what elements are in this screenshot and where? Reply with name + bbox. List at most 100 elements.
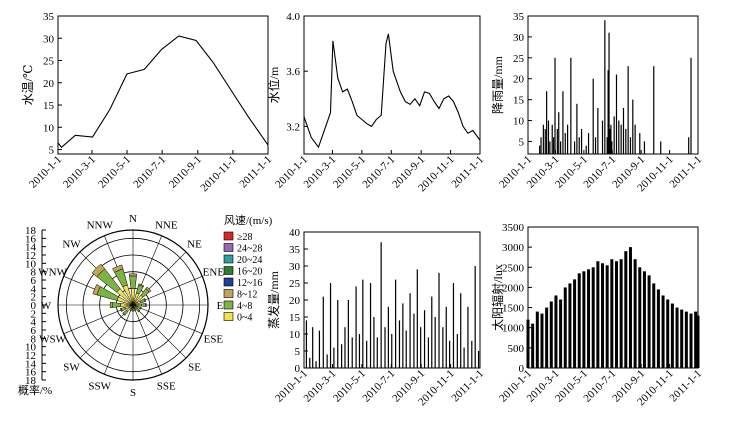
data-bar [445, 306, 447, 368]
data-bar [591, 267, 595, 368]
data-bar [577, 273, 581, 368]
legend-swatch [223, 254, 234, 264]
data-bar [628, 247, 632, 368]
radial-tick-label: 16 [25, 233, 37, 245]
rose-bar-4-8 [131, 308, 135, 312]
data-bar [647, 275, 651, 368]
data-bar [615, 74, 618, 154]
radial-unit-label: 概率/% [18, 383, 52, 397]
direction-spoke [132, 304, 203, 334]
data-bar [384, 327, 386, 368]
data-bar [305, 320, 308, 368]
direction-label: N [129, 213, 137, 225]
data-bar [471, 340, 473, 368]
data-bar [560, 141, 562, 154]
data-bar [620, 124, 622, 154]
plot-frame [527, 15, 699, 155]
data-bar [344, 327, 346, 368]
data-bar [580, 128, 583, 154]
y-tick-label: 1000 [502, 323, 525, 335]
data-bar [578, 137, 580, 154]
data-bar [670, 303, 674, 368]
data-bar [576, 103, 578, 154]
radial-tick-label: 2 [31, 292, 37, 304]
data-bar [601, 120, 604, 154]
y-tick-label: 3.6 [286, 66, 300, 78]
y-tick-label: 25 [289, 278, 301, 290]
y-axis-label: 水温/℃ [21, 65, 35, 106]
y-tick-label: 3.2 [286, 121, 300, 133]
rose-bar-8-12 [143, 298, 147, 302]
data-bar [638, 267, 642, 368]
data-bar [539, 145, 541, 154]
data-bar [542, 124, 544, 154]
data-bar [563, 287, 567, 368]
data-bar [380, 242, 382, 368]
data-bar [607, 70, 609, 154]
data-bar [554, 295, 558, 368]
water-level-chart: 3.23.64.02010-1-12010-3-12010-5-12010-7-… [266, 11, 486, 194]
data-bar [369, 283, 372, 368]
data-bar [309, 357, 311, 368]
radial-tick-label: 14 [25, 242, 37, 254]
direction-label: NW [62, 238, 81, 250]
data-bar [597, 108, 599, 154]
direction-label: WSW [39, 333, 67, 345]
y-tick-label: 0 [519, 363, 525, 375]
y-tick-label: 5 [49, 145, 55, 157]
data-bar [653, 66, 655, 154]
data-bar [535, 311, 539, 368]
y-tick-label: 35 [289, 244, 301, 256]
data-bar [376, 337, 378, 368]
rose-bar-8-12 [145, 286, 152, 293]
data-bar [318, 330, 321, 368]
data-bar [553, 137, 555, 154]
direction-label: NNE [155, 220, 178, 232]
data-bar [634, 124, 636, 154]
data-bar [619, 259, 623, 368]
y-tick-label: 500 [508, 343, 525, 355]
data-bar [420, 327, 422, 368]
data-bar [570, 57, 572, 155]
data-bar [680, 309, 684, 368]
data-bar [684, 311, 688, 368]
x-tick-label: 2010-5-1 [96, 154, 133, 191]
y-tick-label: 3000 [502, 242, 525, 254]
data-bar [438, 272, 440, 368]
y-tick-label: 30 [513, 32, 525, 44]
y-tick-label: 15 [43, 100, 55, 112]
data-bar [558, 112, 560, 154]
data-bar [618, 120, 620, 154]
data-bar [614, 261, 618, 368]
direction-label: SW [63, 362, 80, 374]
data-bar [622, 108, 625, 154]
data-bar [467, 306, 469, 368]
data-bar [427, 337, 430, 368]
legend-label: 20~24 [237, 255, 262, 266]
data-bar [456, 334, 458, 368]
data-bar [594, 137, 597, 154]
y-tick-label: 5 [519, 136, 525, 148]
direction-label: SSW [88, 380, 111, 392]
data-bar [556, 128, 558, 154]
data-bar [559, 299, 563, 368]
data-bar [689, 313, 693, 368]
data-bar [608, 32, 610, 154]
data-bar [326, 354, 328, 368]
direction-label: SE [188, 362, 201, 374]
legend-label: 16~20 [237, 267, 262, 278]
data-bar [609, 128, 611, 154]
y-tick-label: 25 [43, 56, 55, 68]
data-bar [474, 266, 476, 368]
data-bar [531, 323, 535, 368]
solar-radiation-chart: 05001000150020002500300035002010-1-12010… [490, 222, 704, 408]
data-bar [355, 286, 357, 368]
legend-label: 8~12 [237, 290, 257, 301]
y-tick-label: 20 [43, 78, 55, 90]
data-bar [610, 124, 612, 154]
radial-tick-label: 8 [31, 267, 37, 279]
x-tick-label: 2010-1-1 [27, 154, 64, 191]
data-bar [633, 259, 637, 368]
data-bar [423, 310, 426, 368]
